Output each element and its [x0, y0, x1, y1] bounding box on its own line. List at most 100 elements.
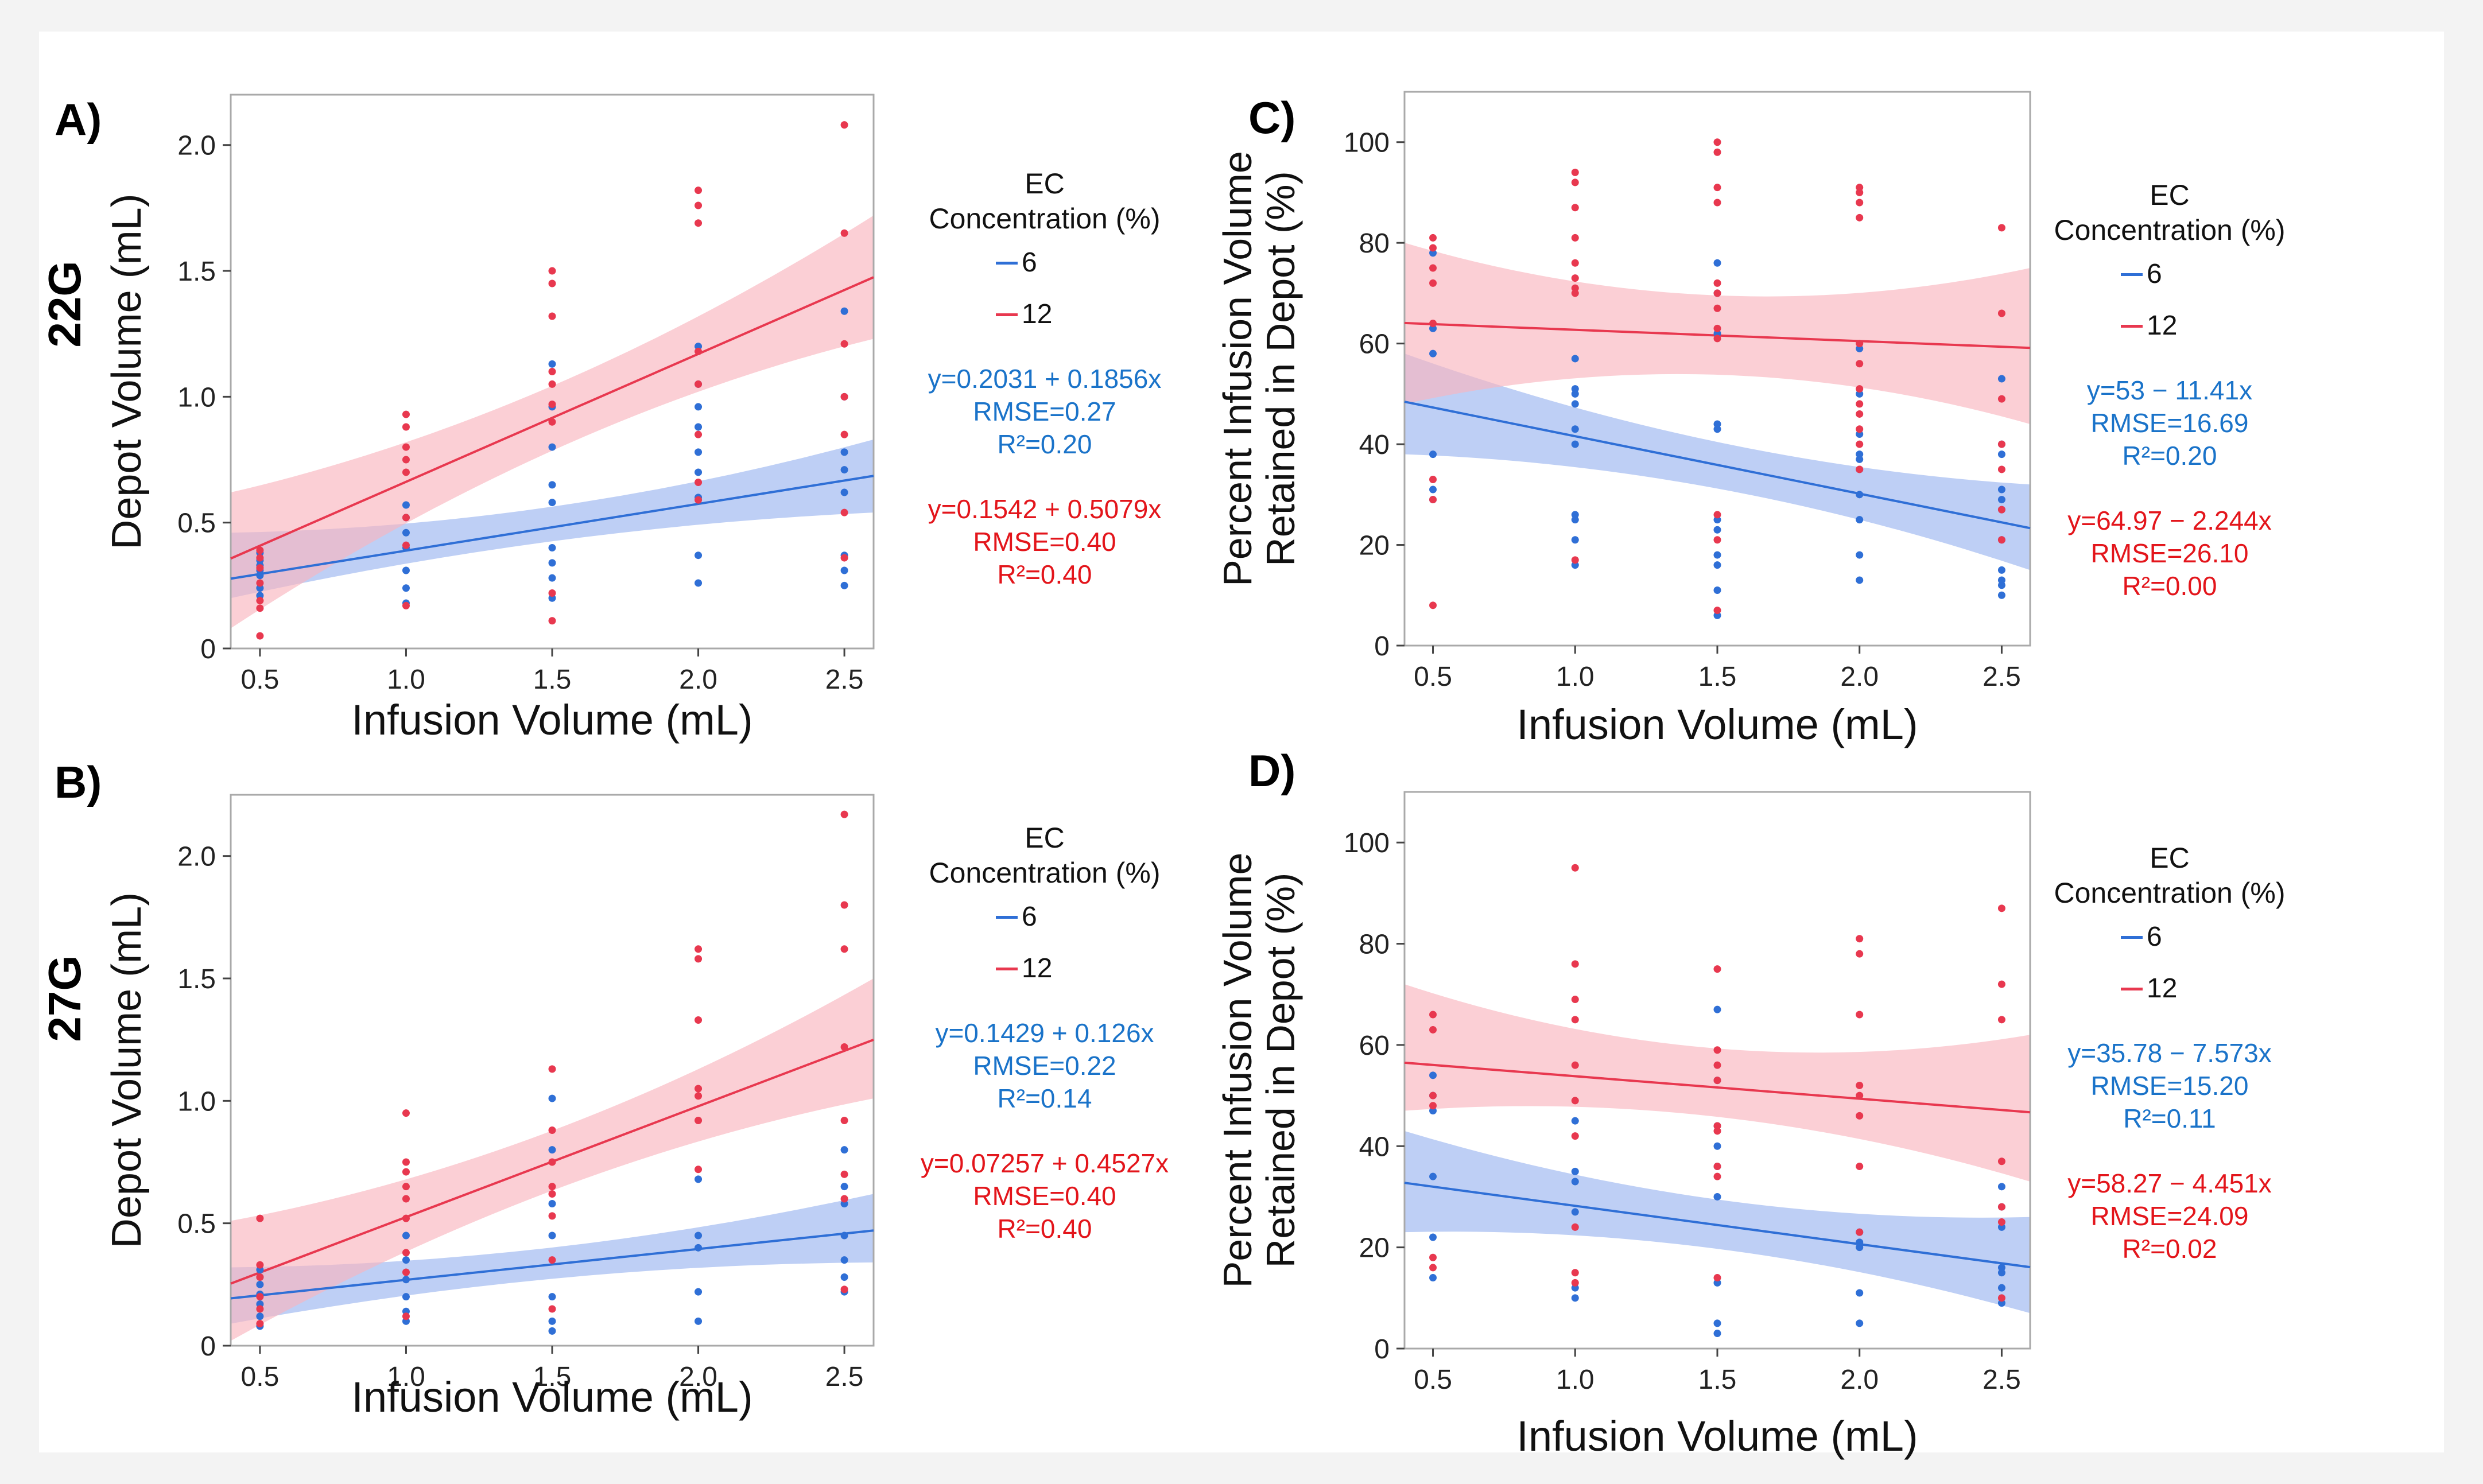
data-point-6 [548, 360, 556, 368]
panel-label: C) [1248, 92, 1295, 143]
data-point-12 [548, 418, 556, 426]
data-point-12 [840, 810, 848, 818]
data-point-12 [402, 456, 410, 464]
data-point-6 [695, 1175, 703, 1183]
data-point-6 [695, 403, 703, 411]
data-point-6 [402, 1232, 410, 1240]
data-point-6 [402, 1276, 410, 1284]
data-point-6 [1429, 1172, 1437, 1180]
legend-item-6: 6 [2009, 911, 2330, 962]
legend-item-12: 12 [2009, 300, 2330, 351]
fit-line-6 [230, 1229, 874, 1300]
legend-swatch-12 [2121, 988, 2143, 990]
x-tick-label: 0.5 [1414, 1365, 1452, 1395]
data-point-12 [1997, 395, 2005, 403]
data-point-6 [1997, 1264, 2005, 1272]
data-point-12 [1856, 184, 1864, 192]
data-point-12 [1856, 199, 1864, 207]
fit-rmse: RMSE=15.20 [2090, 1071, 2249, 1101]
data-point-6 [1571, 511, 1579, 519]
data-point-6 [1571, 1294, 1579, 1302]
data-point-6 [695, 551, 703, 560]
data-point-12 [1856, 935, 1864, 943]
data-point-12 [402, 601, 410, 609]
chart-panel-a: 0 0.5 1.0 1.5 2.0 0.5 1.0 1.5 2.0 2.5 Infusion Vol… [39, 94, 875, 744]
data-point-6 [402, 566, 410, 574]
data-point-12 [1571, 1279, 1579, 1287]
fit-equation: y=0.2031 + 0.1856x [928, 364, 1162, 394]
legend-item-6: 6 [884, 236, 1205, 288]
data-point-12 [1713, 324, 1721, 332]
data-point-12 [695, 201, 703, 209]
equation-12: y=58.27 − 4.451x RMSE=24.09 R²=0.02 [2009, 1167, 2330, 1265]
data-point-12 [1571, 960, 1579, 968]
data-point-12 [1713, 1163, 1721, 1171]
data-point-6 [840, 1146, 848, 1154]
data-point-12 [840, 1170, 848, 1178]
fit-line-6 [230, 475, 874, 580]
gauge-label: 22G [39, 261, 90, 347]
data-point-12 [1997, 980, 2005, 988]
data-point-12 [1429, 476, 1437, 483]
data-point-12 [402, 1158, 410, 1166]
legend-title: EC Concentration (%) [929, 168, 1161, 235]
gauge-label: 27G [39, 955, 90, 1042]
data-point-12 [1856, 340, 1864, 348]
data-point-12 [1571, 996, 1579, 1004]
legend-label-6: 6 [2147, 922, 2162, 952]
data-point-12 [1571, 274, 1579, 282]
data-point-6 [1713, 1330, 1721, 1338]
legend-swatch-12 [996, 313, 1018, 316]
data-point-12 [1997, 224, 2005, 232]
data-point-12 [695, 219, 703, 227]
legend-label-6: 6 [2147, 259, 2162, 289]
data-point-12 [1713, 1046, 1721, 1054]
legend-item-6: 6 [2009, 248, 2330, 300]
data-point-12 [402, 1168, 410, 1176]
chart-panel-b: 0 0.5 1.0 1.5 2.0 0.5 1.0 1.5 2.0 2.5 Infusion Vol… [39, 757, 875, 1421]
data-point-12 [1571, 1132, 1579, 1140]
data-point-6 [1997, 1183, 2005, 1191]
x-tick-label: 1.0 [1556, 1365, 1594, 1395]
data-point-12 [1713, 1122, 1721, 1130]
legend-label-12: 12 [2147, 310, 2178, 341]
data-point-12 [402, 514, 410, 522]
data-point-12 [1429, 264, 1437, 272]
legend-block-d: EC Concentration (%) 6 12 y=35.78 − 7.573… [2009, 841, 2330, 1265]
data-point-6 [1856, 551, 1864, 559]
data-point-6 [1856, 576, 1864, 584]
y-axis-label-line1: Percent Infusion Volume [1215, 853, 1260, 1288]
data-point-6 [1571, 536, 1579, 544]
data-point-12 [402, 1312, 410, 1320]
fit-r2: R²=0.20 [2122, 441, 2217, 471]
data-point-12 [1571, 864, 1579, 872]
data-point-12 [1997, 536, 2005, 544]
data-point-6 [1713, 586, 1721, 594]
confidence-band-6 [1405, 353, 2030, 570]
y-tick-label: 20 [1359, 1233, 1390, 1264]
data-point-12 [402, 443, 410, 451]
data-point-12 [1713, 607, 1721, 615]
data-point-6 [1713, 551, 1721, 559]
chart-panel-d: 0 20 40 60 80 100 0.5 1.0 1.5 2.0 2.5 Infusion Volu… [1215, 745, 2031, 1460]
x-tick-label: 2.5 [1982, 662, 2021, 692]
fit-equation: y=58.27 − 4.451x [2067, 1168, 2272, 1198]
data-point-6 [1856, 1289, 1864, 1297]
data-point-12 [1997, 440, 2005, 448]
data-point-12 [548, 1126, 556, 1135]
data-point-12 [1856, 465, 1864, 473]
data-point-12 [1571, 1097, 1579, 1105]
data-point-12 [402, 541, 410, 549]
legend-swatch-6 [996, 262, 1018, 265]
equation-6: y=53 − 11.41x RMSE=16.69 R²=0.20 [2009, 374, 2330, 472]
data-point-12 [256, 1273, 264, 1281]
data-point-6 [695, 1232, 703, 1240]
panel-label: A) [55, 94, 102, 145]
data-point-6 [1997, 375, 2005, 383]
data-point-12 [256, 1305, 264, 1313]
equation-12: y=64.97 − 2.244x RMSE=26.10 R²=0.00 [2009, 504, 2330, 603]
data-point-12 [1713, 965, 1721, 973]
equation-6: y=0.2031 + 0.1856x RMSE=0.27 R²=0.20 [884, 363, 1205, 461]
data-point-6 [1571, 1167, 1579, 1175]
data-point-6 [1571, 1117, 1579, 1125]
